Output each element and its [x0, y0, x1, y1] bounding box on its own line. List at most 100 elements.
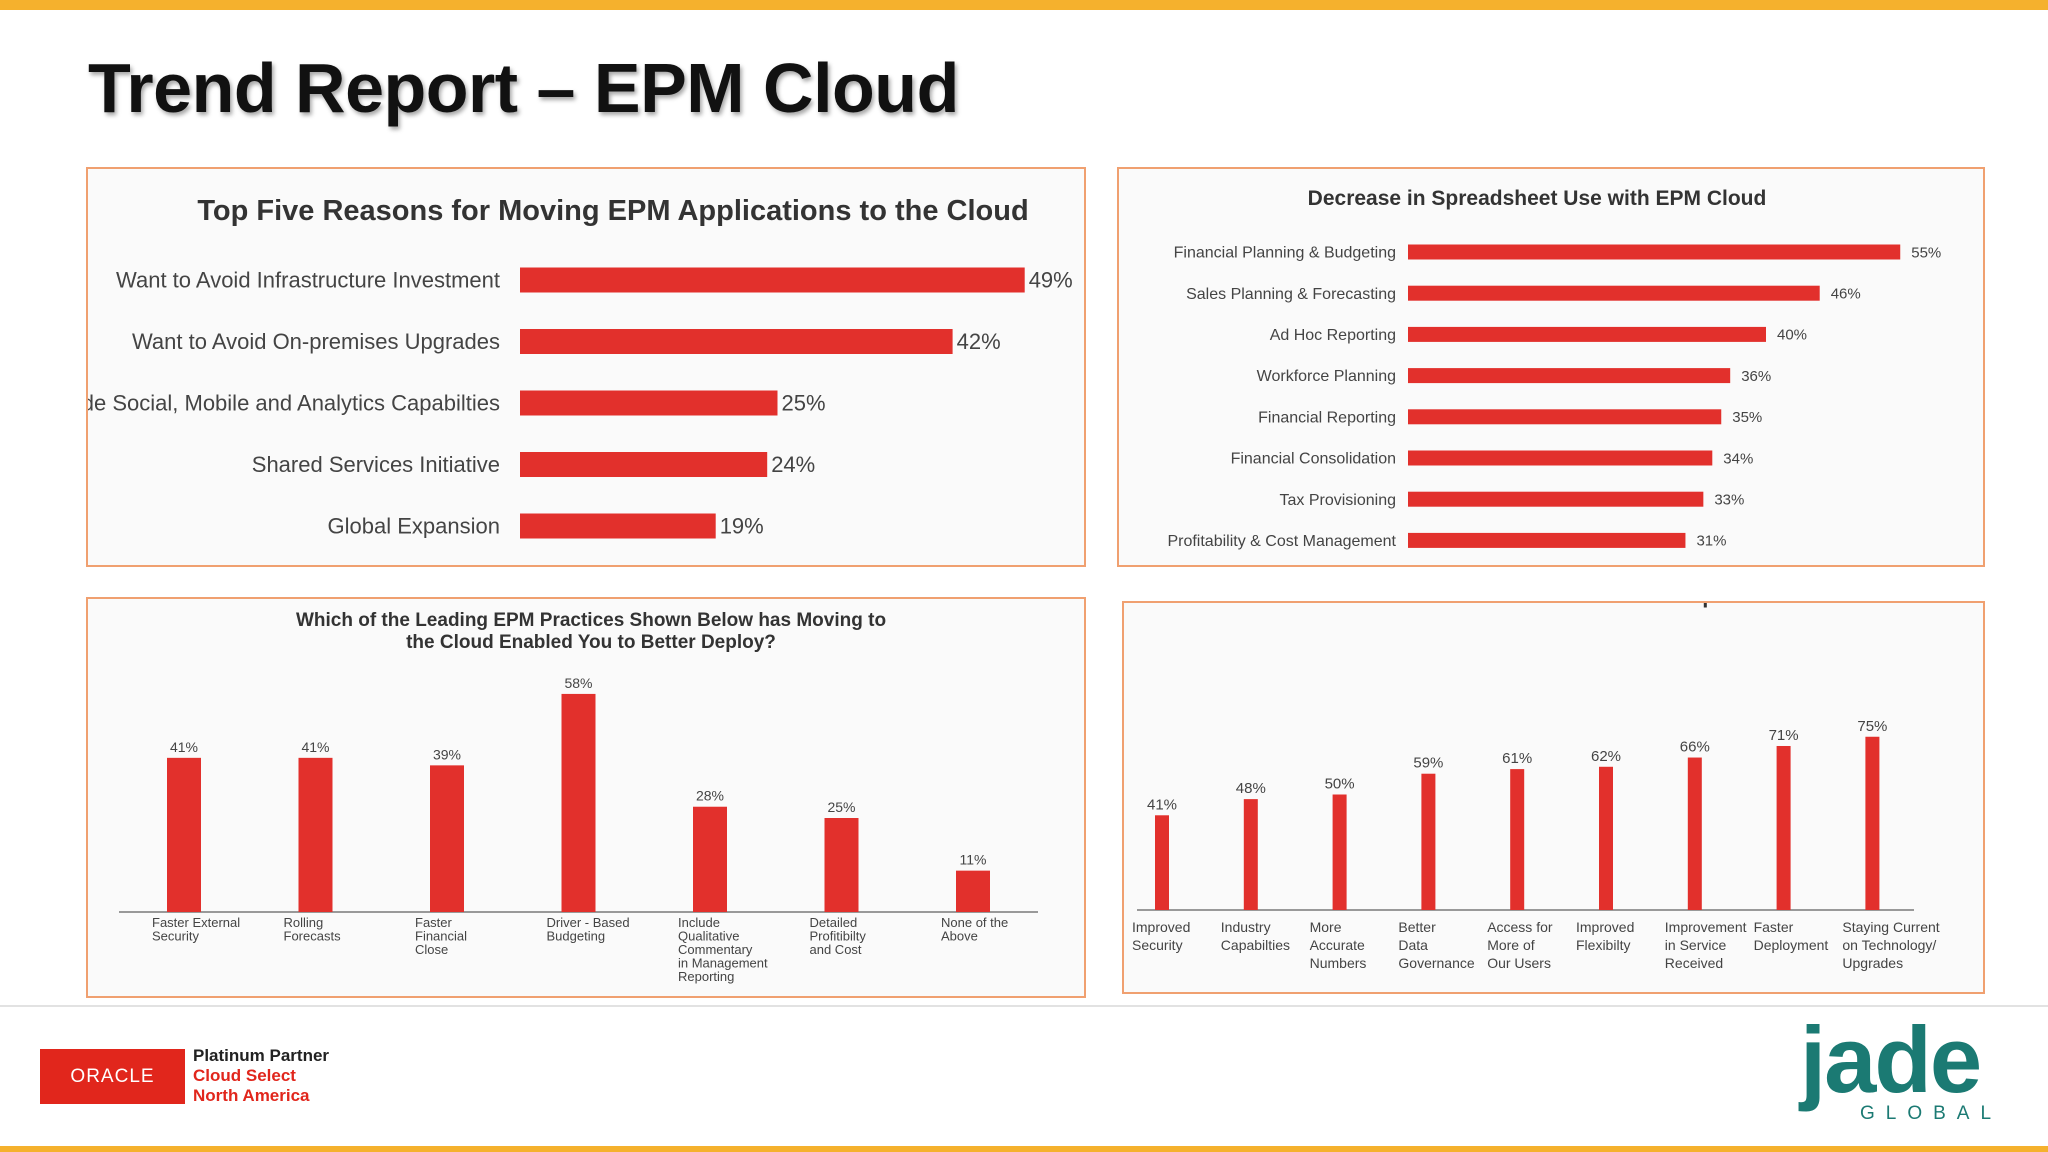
category-label: Qualitative — [678, 929, 739, 944]
category-label: Security — [152, 929, 199, 944]
category-label: on Technology/ — [1842, 937, 1936, 953]
chart-title: Top Five Reasons for Moving EPM Applicat… — [197, 195, 1028, 227]
value-label: 25% — [782, 391, 826, 416]
category-label: Faster External — [152, 915, 240, 930]
category-label: Sales Planning & Forecasting — [1186, 286, 1396, 303]
bar — [693, 806, 727, 912]
value-label: 41% — [301, 739, 329, 755]
category-label: Our Users — [1487, 955, 1551, 971]
category-label: Profitability & Cost Management — [1167, 533, 1396, 550]
category-label: Better — [1398, 919, 1436, 935]
value-label: 25% — [827, 799, 855, 815]
bar — [1332, 794, 1347, 910]
bar — [1421, 773, 1436, 910]
chart-title: Benefits That EPM Cloud Users Have Exper… — [1282, 603, 1807, 608]
category-label: Financial Planning & Budgeting — [1174, 245, 1396, 262]
category-label: Improvement — [1665, 919, 1747, 935]
category-label: Provide Social, Mobile and Analytics Cap… — [88, 391, 500, 416]
category-label: Workforce Planning — [1257, 368, 1396, 385]
bar — [520, 390, 778, 416]
value-label: 35% — [1732, 409, 1762, 426]
category-label: and Cost — [810, 942, 862, 957]
chart-title: Which of the Leading EPM Practices Shown… — [296, 610, 886, 631]
value-label: 62% — [1591, 748, 1621, 765]
category-label: Rolling — [284, 915, 324, 930]
bar — [956, 870, 990, 912]
bar — [520, 329, 953, 354]
chart-title: Decrease in Spreadsheet Use with EPM Clo… — [1308, 187, 1767, 210]
bar — [561, 693, 596, 912]
category-label: Numbers — [1310, 955, 1367, 971]
value-label: 28% — [696, 788, 724, 804]
category-label: Forecasts — [284, 929, 342, 944]
bar — [1408, 285, 1820, 301]
value-label: 33% — [1714, 491, 1744, 508]
value-label: 36% — [1741, 368, 1771, 385]
category-label: Accurate — [1310, 937, 1365, 953]
value-label: 40% — [1777, 327, 1807, 344]
bar — [1408, 532, 1686, 548]
value-label: 24% — [771, 452, 815, 477]
benefits-chart-panel: Benefits That EPM Cloud Users Have Exper… — [1122, 601, 1985, 994]
category-label: Received — [1665, 955, 1723, 971]
practices-chart: Which of the Leading EPM Practices Shown… — [119, 610, 1038, 984]
category-label: Faster — [1754, 919, 1794, 935]
partner-level: Platinum Partner — [193, 1046, 330, 1065]
category-label: More of — [1487, 937, 1535, 953]
bar — [1776, 745, 1791, 910]
bar — [1408, 244, 1901, 260]
bar — [298, 757, 333, 912]
bar — [1687, 757, 1702, 910]
bar — [824, 818, 859, 912]
bar — [1599, 766, 1613, 910]
oracle-logo: ORACLE — [40, 1049, 185, 1104]
bar — [1243, 799, 1258, 910]
bar — [167, 757, 201, 912]
category-label: Improved — [1576, 919, 1634, 935]
category-label: Shared Services Initiative — [252, 452, 500, 477]
category-label: Flexibilty — [1576, 937, 1630, 953]
category-label: Want to Avoid Infrastructure Investment — [116, 268, 500, 293]
category-label: Budgeting — [547, 929, 606, 944]
category-label: Include — [678, 915, 720, 930]
oracle-logo-text: ORACLE — [70, 1065, 155, 1087]
value-label: 39% — [433, 746, 461, 762]
bar — [1408, 450, 1713, 466]
value-label: 34% — [1723, 450, 1753, 467]
partner-program: Cloud Select — [193, 1066, 296, 1085]
bar — [1408, 491, 1704, 507]
category-label: Security — [1132, 937, 1183, 953]
category-label: Above — [941, 929, 978, 944]
category-label: Upgrades — [1842, 955, 1903, 971]
bar — [520, 267, 1025, 293]
jade-logo-word: jade — [1800, 1007, 1982, 1112]
reasons-chart-panel: Top Five Reasons for Moving EPM Applicat… — [86, 167, 1086, 567]
benefits-chart: Benefits That EPM Cloud Users Have Exper… — [1132, 603, 1940, 971]
bar — [1865, 736, 1880, 910]
category-label: Governance — [1398, 955, 1474, 971]
value-label: 41% — [1147, 796, 1177, 813]
value-label: 42% — [957, 329, 1001, 354]
spreadsheet-chart: Decrease in Spreadsheet Use with EPM Clo… — [1167, 187, 1941, 550]
bar — [1155, 815, 1169, 910]
category-label: Want to Avoid On-premises Upgrades — [132, 329, 500, 354]
value-label: 66% — [1680, 739, 1710, 756]
value-label: 11% — [960, 852, 987, 868]
bar — [1408, 409, 1722, 425]
practices-chart-panel: Which of the Leading EPM Practices Shown… — [86, 597, 1086, 998]
bar — [1408, 326, 1766, 342]
value-label: 31% — [1696, 533, 1726, 550]
value-label: 19% — [720, 514, 764, 539]
category-label: Industry — [1221, 919, 1271, 935]
category-label: Profitibilty — [810, 929, 867, 944]
category-label: Tax Provisioning — [1280, 492, 1397, 509]
category-label: Staying Current — [1842, 919, 1939, 935]
category-label: Ad Hoc Reporting — [1270, 327, 1396, 344]
spreadsheet-chart-panel: Decrease in Spreadsheet Use with EPM Clo… — [1117, 167, 1985, 567]
category-label: in Service — [1665, 937, 1727, 953]
category-label: More — [1310, 919, 1342, 935]
category-label: Improved — [1132, 919, 1190, 935]
chart-title: the Cloud Enabled You to Better Deploy? — [406, 632, 776, 653]
bottom-accent-bar — [0, 1146, 2048, 1152]
category-label: Access for — [1487, 919, 1553, 935]
